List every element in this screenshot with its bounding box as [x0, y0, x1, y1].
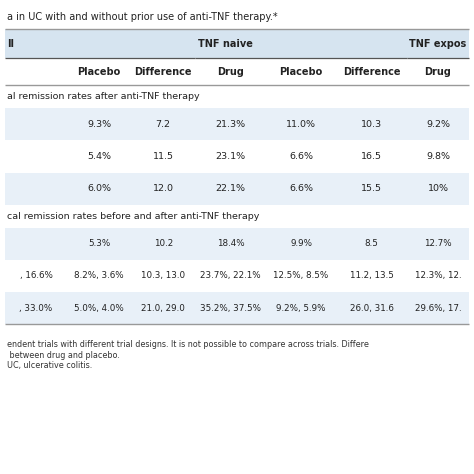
Text: 8.2%, 3.6%: 8.2%, 3.6%	[74, 272, 124, 280]
Text: 10.3, 13.0: 10.3, 13.0	[141, 272, 185, 280]
Text: 23.7%, 22.1%: 23.7%, 22.1%	[200, 272, 261, 280]
Text: 5.3%: 5.3%	[88, 239, 110, 248]
Bar	[5, 85, 469, 108]
Bar	[5, 324, 469, 372]
Bar	[5, 58, 469, 85]
Bar	[5, 108, 469, 140]
Text: 10%: 10%	[428, 184, 448, 193]
Text: 9.2%: 9.2%	[426, 120, 450, 128]
Bar	[5, 173, 469, 205]
Text: 9.8%: 9.8%	[426, 152, 450, 161]
Text: 6.0%: 6.0%	[87, 184, 111, 193]
Text: 12.3%, 12.: 12.3%, 12.	[415, 272, 461, 280]
Text: 15.5: 15.5	[361, 184, 382, 193]
Bar	[5, 292, 469, 324]
Text: 16.5: 16.5	[361, 152, 382, 161]
Bar	[5, 29, 469, 58]
Text: cal remission rates before and after anti-TNF therapy: cal remission rates before and after ant…	[7, 212, 259, 220]
Text: Difference: Difference	[343, 66, 401, 77]
Text: a in UC with and without prior use of anti-TNF therapy.*: a in UC with and without prior use of an…	[7, 12, 278, 22]
Text: 21.0, 29.0: 21.0, 29.0	[141, 304, 185, 312]
Text: al remission rates after anti-TNF therapy: al remission rates after anti-TNF therap…	[7, 92, 200, 101]
Bar	[5, 260, 469, 292]
Text: 8.5: 8.5	[365, 239, 379, 248]
Bar	[5, 228, 469, 260]
Text: , 16.6%: , 16.6%	[19, 272, 53, 280]
Text: TNF naive: TNF naive	[198, 38, 253, 49]
Text: 9.9%: 9.9%	[290, 239, 312, 248]
Text: 6.6%: 6.6%	[289, 184, 313, 193]
Text: 29.6%, 17.: 29.6%, 17.	[415, 304, 461, 312]
Text: 23.1%: 23.1%	[215, 152, 246, 161]
Text: 11.5: 11.5	[153, 152, 173, 161]
Text: 12.7%: 12.7%	[424, 239, 452, 248]
Text: 35.2%, 37.5%: 35.2%, 37.5%	[200, 304, 261, 312]
Text: Drug: Drug	[425, 66, 452, 77]
Text: 5.4%: 5.4%	[87, 152, 111, 161]
Text: 6.6%: 6.6%	[289, 152, 313, 161]
Text: 10.2: 10.2	[154, 239, 173, 248]
Text: 9.3%: 9.3%	[87, 120, 111, 128]
Text: ll: ll	[7, 38, 14, 49]
Text: 11.0%: 11.0%	[286, 120, 316, 128]
Text: 7.2: 7.2	[155, 120, 171, 128]
Text: 18.4%: 18.4%	[217, 239, 244, 248]
Bar	[5, 5, 469, 29]
Text: UC, ulcerative colitis.: UC, ulcerative colitis.	[7, 361, 92, 370]
Text: 21.3%: 21.3%	[215, 120, 246, 128]
Text: 26.0, 31.6: 26.0, 31.6	[350, 304, 393, 312]
Text: 12.5%, 8.5%: 12.5%, 8.5%	[273, 272, 328, 280]
Text: Drug: Drug	[217, 66, 244, 77]
Text: 11.2, 13.5: 11.2, 13.5	[350, 272, 393, 280]
Text: between drug and placebo.: between drug and placebo.	[7, 351, 120, 359]
Text: TNF expos: TNF expos	[409, 38, 466, 49]
Text: Placebo: Placebo	[279, 66, 323, 77]
Text: 22.1%: 22.1%	[216, 184, 246, 193]
Text: 9.2%, 5.9%: 9.2%, 5.9%	[276, 304, 326, 312]
Text: Difference: Difference	[135, 66, 192, 77]
Text: 12.0: 12.0	[153, 184, 173, 193]
Text: 5.0%, 4.0%: 5.0%, 4.0%	[74, 304, 124, 312]
Text: 10.3: 10.3	[361, 120, 382, 128]
Text: endent trials with different trial designs. It is not possible to compare across: endent trials with different trial desig…	[7, 340, 369, 349]
Bar	[5, 205, 469, 228]
Text: , 33.0%: , 33.0%	[19, 304, 53, 312]
Bar	[5, 140, 469, 173]
Text: Placebo: Placebo	[78, 66, 121, 77]
